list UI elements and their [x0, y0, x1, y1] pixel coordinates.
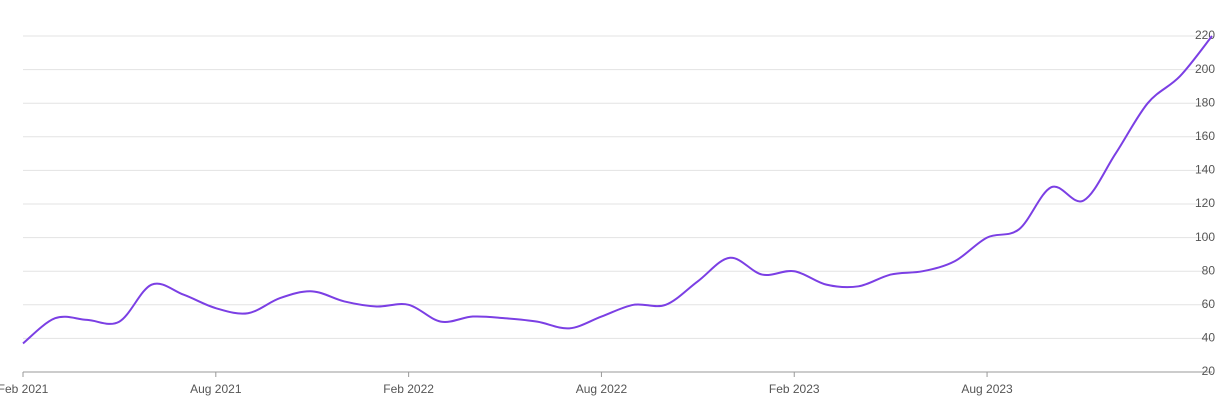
y-tick-label: 40: [1202, 331, 1216, 345]
y-tick-label: 80: [1202, 263, 1216, 277]
y-tick-label: 120: [1195, 196, 1215, 210]
x-tick-label: Aug 2021: [190, 382, 242, 396]
x-tick-label: Feb 2021: [0, 382, 49, 396]
x-tick-label: Feb 2022: [383, 382, 434, 396]
y-tick-label: 140: [1195, 163, 1215, 177]
y-tick-label: 200: [1195, 62, 1215, 76]
y-tick-label: 20: [1202, 364, 1216, 378]
line: [22, 35, 1213, 345]
x-tick-label: Feb 2023: [769, 382, 820, 396]
y-tick-label: 180: [1195, 95, 1215, 109]
x-tick-label: Aug 2023: [961, 382, 1013, 396]
y-tick-label: 60: [1202, 297, 1216, 311]
y-tick-label: 100: [1195, 230, 1215, 244]
x-tick-label: Aug 2022: [576, 382, 628, 396]
y-tick-label: 220: [1195, 28, 1215, 42]
y-tick-label: 160: [1195, 129, 1215, 143]
